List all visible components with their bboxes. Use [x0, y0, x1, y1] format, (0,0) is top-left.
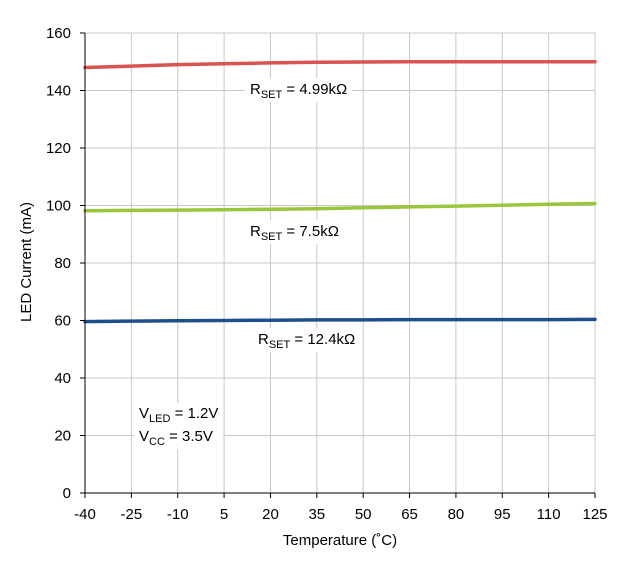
x-tick-labels: -40 -25 -10 5 20 35 50 65 80 95 110 125: [74, 506, 607, 523]
x-axis-label: Temperature (˚C): [283, 532, 397, 549]
x-tick-label: -10: [167, 506, 189, 523]
series-labels: RSET = 4.99kΩ RSET = 7.5kΩ RSET = 12.4kΩ: [245, 78, 361, 352]
x-tick-label: -40: [74, 506, 96, 523]
series-line-1: [83, 60, 597, 70]
condition-annotations: VLED = 1.2V VCC = 3.5V: [134, 403, 224, 449]
x-tick-label: 35: [308, 506, 325, 523]
y-axis-label: LED Current (mA): [18, 202, 35, 322]
series-label-bg: [245, 78, 353, 102]
condition-label-1: VLED = 1.2V: [139, 405, 218, 425]
axes: [80, 32, 596, 498]
y-tick-label: 40: [54, 370, 71, 387]
series-label-3: RSET = 12.4kΩ: [258, 331, 355, 351]
x-tick-label: -25: [121, 506, 143, 523]
series-label-bg: [253, 328, 361, 352]
y-tick-label: 140: [46, 83, 71, 100]
y-tick-label: 0: [63, 485, 71, 502]
series-lines: [83, 60, 597, 324]
x-tick-label: 5: [220, 506, 228, 523]
x-tick-label: 50: [355, 506, 372, 523]
grid: [85, 32, 596, 493]
annotation-bg: [134, 403, 224, 449]
y-tick-label: 160: [46, 25, 71, 42]
y-tick-labels: 0 20 40 60 80 100 120 140 160: [46, 25, 71, 502]
series-label-2: RSET = 7.5kΩ: [250, 223, 339, 243]
y-tick-label: 60: [54, 313, 71, 330]
x-tick-label: 110: [537, 506, 561, 523]
y-tick-label: 80: [54, 255, 71, 272]
y-tick-label: 100: [46, 198, 71, 215]
x-tick-label: 95: [494, 506, 511, 523]
x-tick-label: 65: [401, 506, 418, 523]
x-tick-label: 125: [582, 506, 607, 523]
series-line-2: [83, 201, 597, 213]
y-tick-label: 20: [54, 428, 71, 445]
x-tick-label: 20: [262, 506, 279, 523]
condition-label-2: VCC = 3.5V: [139, 428, 213, 448]
series-line-3: [83, 317, 597, 324]
y-tick-label: 120: [46, 140, 71, 157]
x-tick-label: 80: [448, 506, 465, 523]
series-label-bg: [245, 220, 344, 244]
series-label-1: RSET = 4.99kΩ: [250, 81, 347, 101]
